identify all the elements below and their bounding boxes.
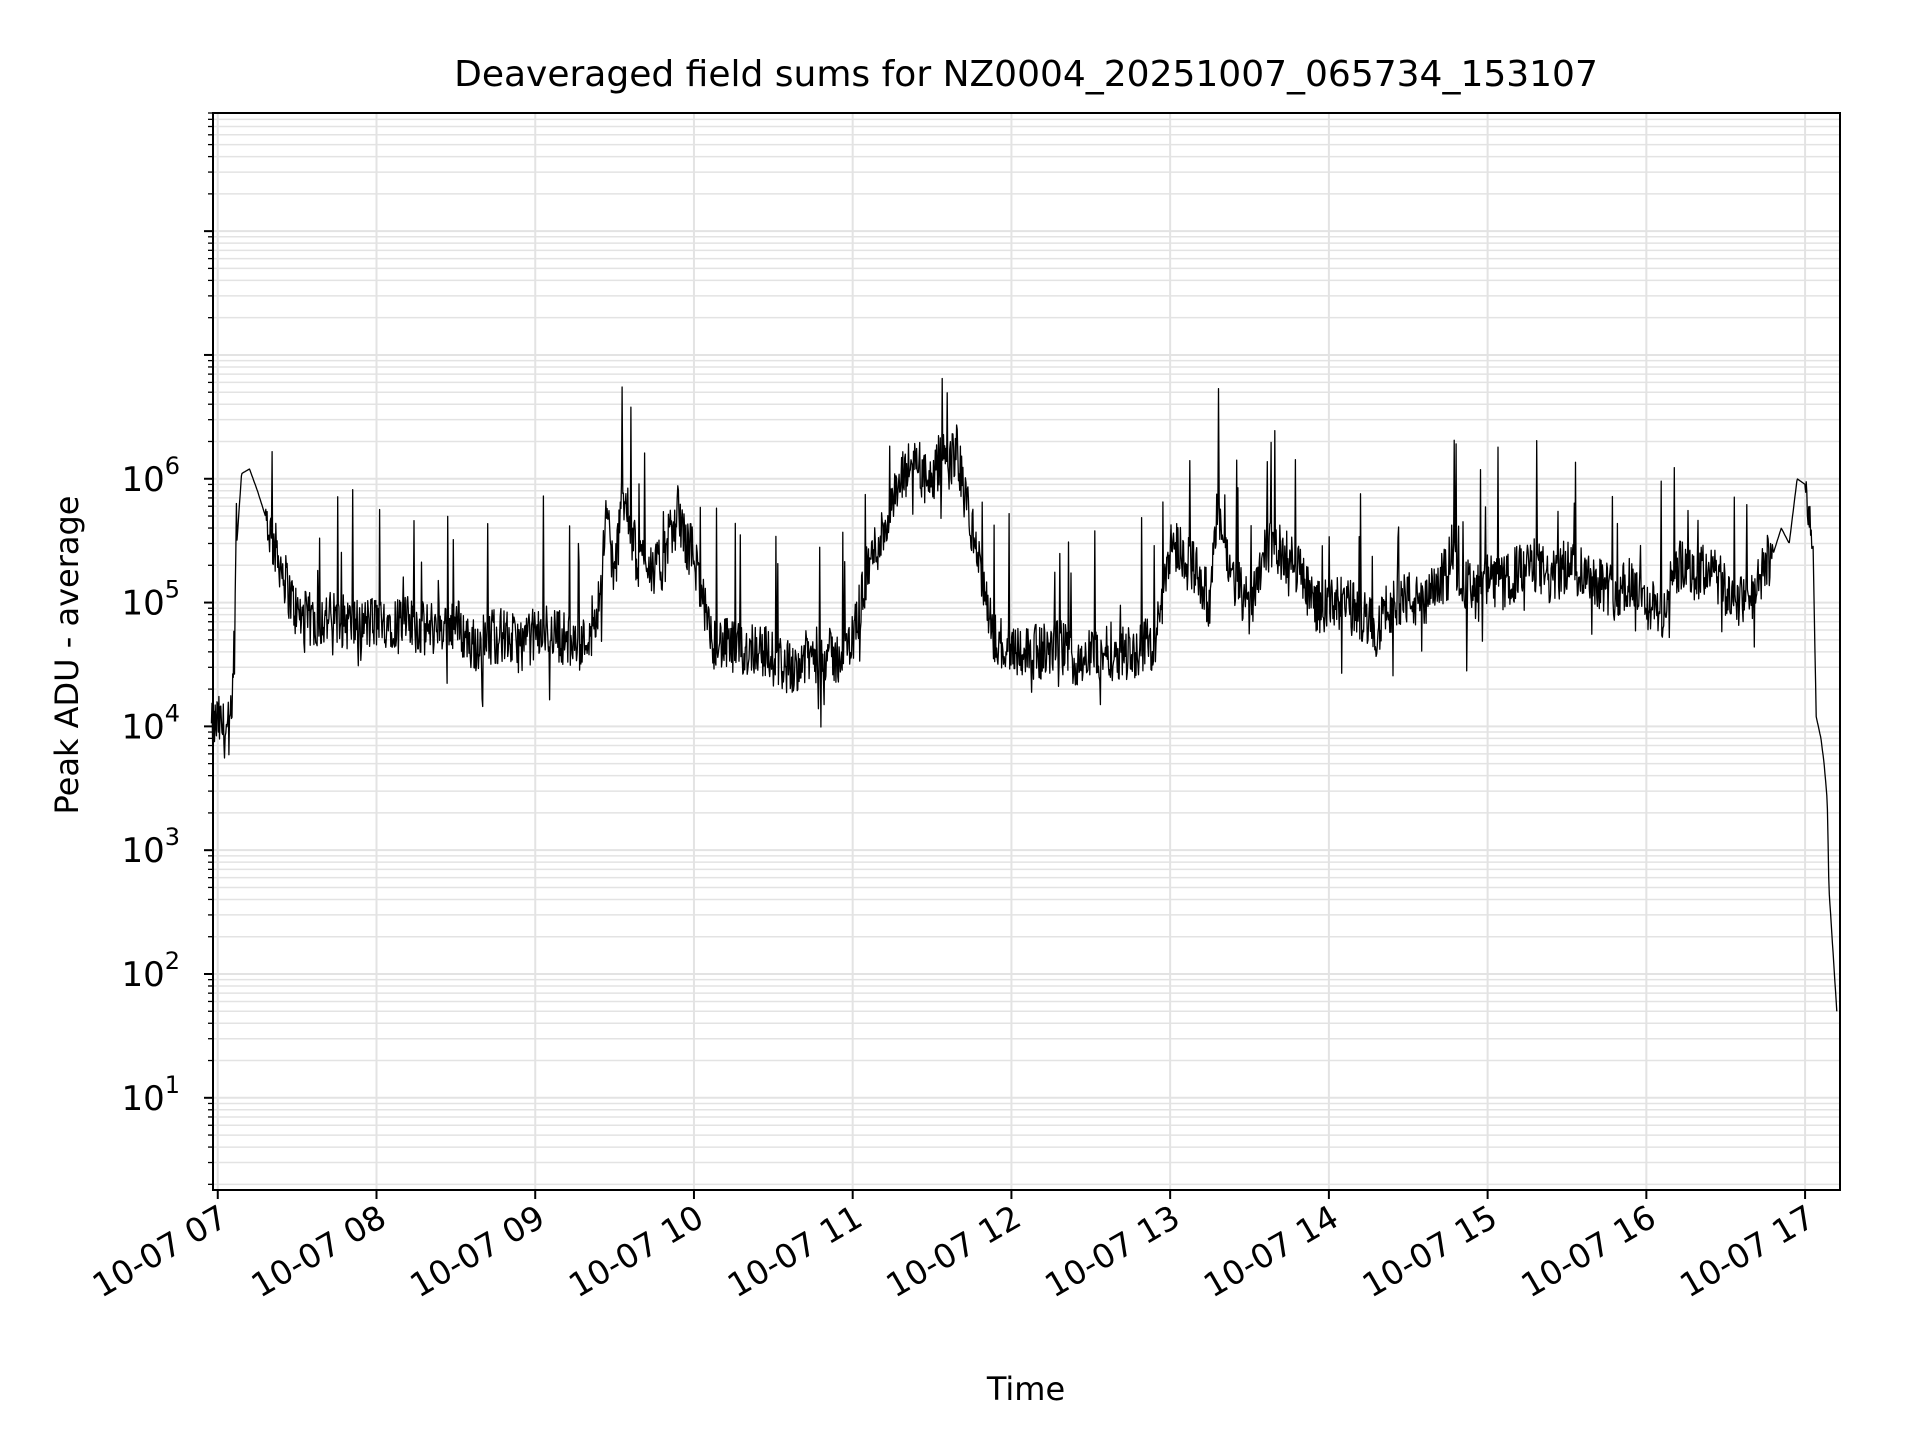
plot-frame	[212, 112, 1841, 1191]
y-tick-label: 106	[121, 452, 180, 500]
y-tick-label: 102	[121, 947, 180, 995]
y-tick-label: 105	[121, 576, 180, 624]
y-tick-label: 104	[121, 699, 180, 747]
x-axis-label: Time	[986, 1370, 1065, 1408]
chart-title: Deaveraged field sums for NZ0004_2025100…	[454, 54, 1598, 95]
y-tick-label: 101	[121, 1071, 180, 1119]
series-layer	[210, 377, 1838, 1012]
y-axis-label: Peak ADU - average	[48, 496, 86, 815]
y-tick-label: 103	[121, 823, 180, 871]
series-line	[210, 377, 1838, 1012]
